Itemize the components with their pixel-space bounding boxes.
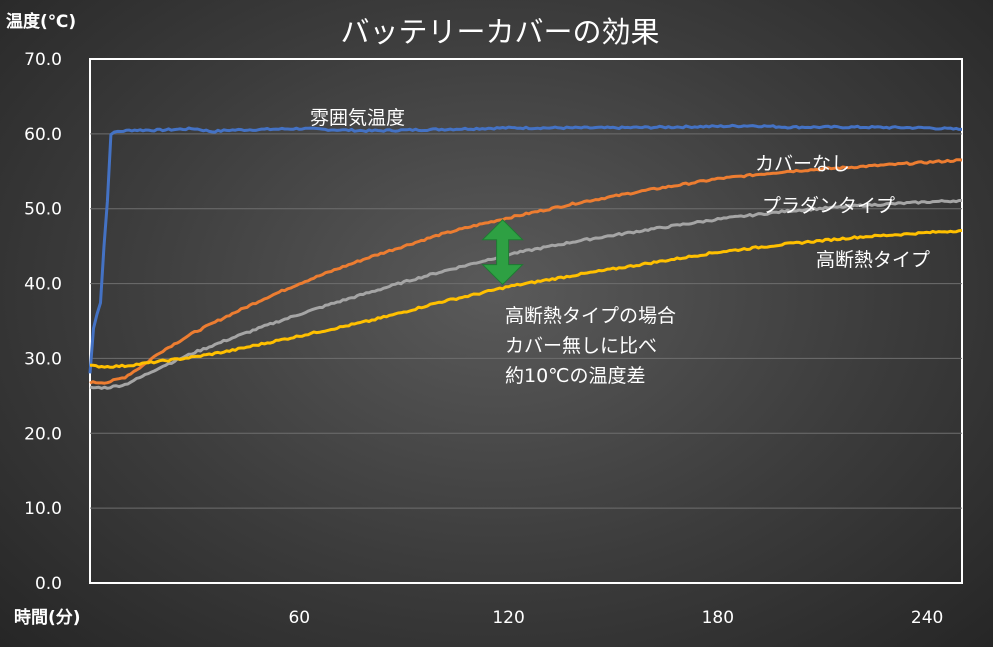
- y-tick-label: 20.0: [24, 424, 62, 444]
- x-tick-label: 240: [911, 608, 943, 628]
- y-axis-ticks: 0.0 10.0 20.0 30.0 40.0 50.0 60.0 70.0: [24, 50, 62, 594]
- y-tick-label: 40.0: [24, 275, 62, 295]
- series-lines: [88, 123, 963, 390]
- plot-area: [89, 58, 963, 584]
- annotation-line-2: カバー無しに比べ: [505, 335, 657, 357]
- difference-annotation: 高断熱タイプの場合 カバー無しに比べ 約10℃の温度差: [481, 218, 676, 387]
- x-axis-ticks: 60 120 180 240: [288, 608, 943, 628]
- series-label-3: 高断熱タイプ: [816, 249, 930, 271]
- x-tick-label: 120: [492, 608, 524, 628]
- y-tick-label: 0.0: [35, 574, 62, 594]
- y-tick-label: 30.0: [24, 349, 62, 369]
- x-tick-label: 60: [288, 608, 310, 628]
- series-label-0: 雰囲気温度: [310, 107, 405, 129]
- series-line-0: [88, 123, 962, 374]
- x-tick-label: 180: [702, 608, 734, 628]
- y-tick-label: 50.0: [24, 200, 62, 220]
- series-line-1: [89, 158, 963, 385]
- double-arrow-icon: [481, 218, 524, 286]
- y-axis-label: 温度(℃): [6, 11, 76, 32]
- series-label-1: カバーなし: [755, 153, 850, 175]
- annotation-line-1: 高断熱タイプの場合: [505, 305, 676, 327]
- y-tick-label: 60.0: [24, 125, 62, 145]
- x-axis-label: 時間(分): [14, 607, 81, 628]
- annotation-line-3: 約10℃の温度差: [505, 365, 646, 387]
- chart-title: バッテリーカバーの効果: [340, 15, 659, 49]
- y-tick-label: 70.0: [24, 50, 62, 70]
- double-arrow-shape: [481, 218, 524, 286]
- series-line-2: [89, 199, 962, 390]
- series-line-3: [90, 228, 963, 369]
- y-tick-label: 10.0: [24, 499, 62, 519]
- series-label-2: プラダンタイプ: [762, 195, 895, 217]
